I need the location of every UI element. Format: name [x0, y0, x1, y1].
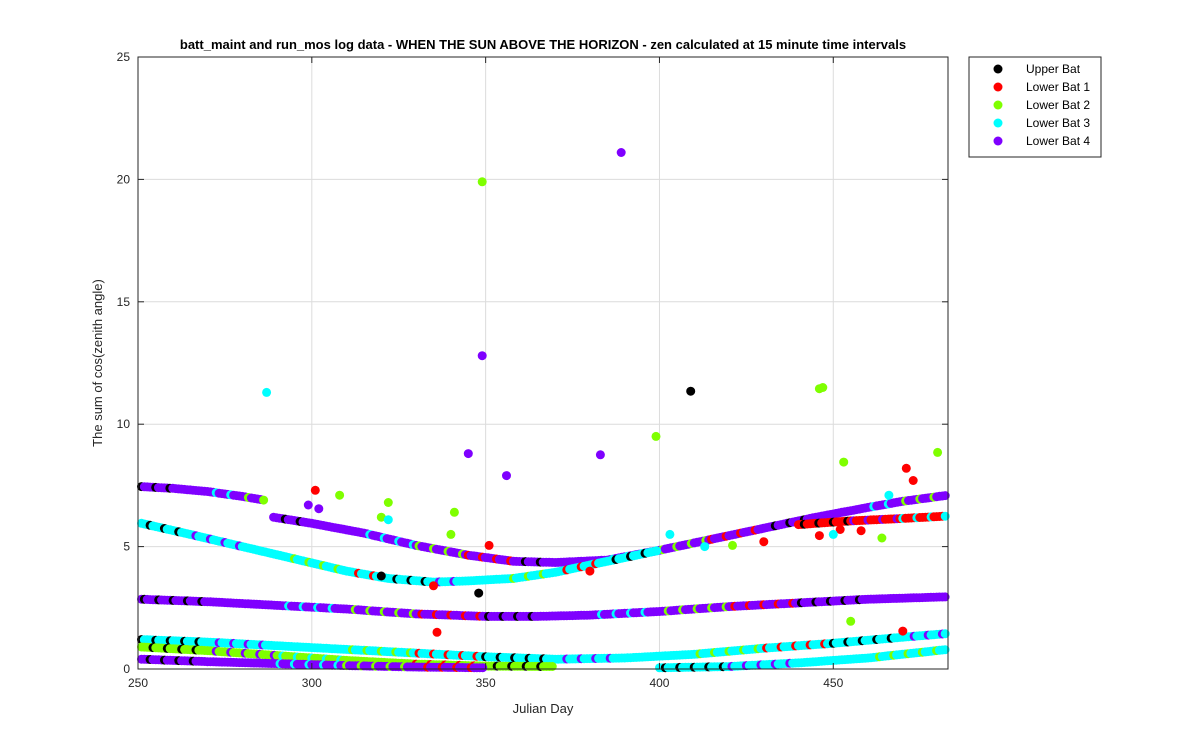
y-tick-label: 0	[123, 662, 130, 676]
chart-title: batt_maint and run_mos log data - WHEN T…	[180, 37, 906, 52]
data-point	[814, 531, 824, 541]
band-marker	[940, 511, 950, 521]
data-point	[700, 542, 710, 552]
y-tick-label: 10	[117, 417, 131, 431]
legend-marker	[993, 118, 1003, 128]
data-point	[477, 351, 487, 361]
legend-entry: Lower Bat 3	[1026, 116, 1090, 130]
data-point	[665, 529, 675, 539]
data-point	[901, 463, 911, 473]
data-point	[449, 507, 459, 517]
band-marker	[940, 491, 950, 501]
y-axis-label: The sum of cos(zenith angle)	[90, 279, 105, 447]
x-axis-label: Julian Day	[513, 701, 574, 716]
legend-marker	[993, 100, 1003, 110]
data-point	[728, 540, 737, 550]
y-tick-label: 25	[117, 50, 131, 64]
data-point	[933, 447, 943, 457]
data-point	[477, 177, 487, 187]
data-point	[429, 581, 438, 591]
legend-entry: Lower Bat 4	[1026, 134, 1090, 148]
band-marker	[652, 546, 662, 556]
legend-entry: Upper Bat	[1026, 62, 1081, 76]
legend-marker	[993, 82, 1003, 92]
y-tick-label: 15	[117, 295, 131, 309]
data-point	[877, 533, 887, 543]
data-point	[616, 148, 626, 157]
axis-ticks: 250 300 350 400 450 0 5 10 15 20 25	[117, 50, 948, 690]
data-point	[898, 626, 908, 636]
data-point	[884, 490, 894, 500]
y-tick-label: 5	[123, 540, 130, 554]
x-tick-label: 400	[649, 676, 669, 690]
band-marker	[940, 645, 950, 655]
legend-marker	[993, 136, 1003, 146]
data-point	[314, 504, 324, 514]
data-point	[484, 540, 494, 550]
data-point	[383, 498, 393, 507]
data-point	[856, 526, 866, 536]
band-marker	[940, 592, 950, 602]
data-point	[446, 529, 456, 539]
data-point	[432, 627, 442, 637]
data-points	[262, 148, 943, 637]
legend-entry: Lower Bat 2	[1026, 98, 1090, 112]
band-marker	[940, 629, 950, 639]
data-point	[818, 383, 828, 392]
band-marker	[478, 663, 488, 673]
x-tick-label: 300	[302, 676, 322, 690]
data-point	[383, 515, 393, 525]
data-point	[502, 471, 511, 481]
data-bands	[137, 482, 950, 673]
legend-marker	[993, 64, 1003, 74]
data-point	[595, 450, 605, 460]
plot-frame	[137, 56, 949, 670]
data-point	[835, 525, 845, 534]
data-point	[585, 566, 595, 576]
legend: Upper Bat Lower Bat 1 Lower Bat 2 Lower Bat…	[968, 56, 1102, 158]
data-point	[908, 476, 918, 485]
data-point	[828, 529, 838, 539]
data-point	[846, 616, 856, 626]
data-point	[759, 537, 769, 547]
data-point	[303, 500, 313, 510]
legend-entry: Lower Bat 1	[1026, 80, 1090, 94]
y-tick-label: 20	[117, 172, 131, 186]
x-tick-label: 250	[128, 676, 148, 690]
data-point	[335, 490, 345, 500]
data-point	[376, 571, 386, 581]
data-point	[651, 431, 661, 441]
x-tick-label: 350	[476, 676, 496, 690]
data-point	[463, 449, 473, 459]
x-tick-label: 450	[823, 676, 843, 690]
data-point	[686, 386, 696, 396]
data-point	[262, 387, 272, 397]
data-point	[376, 512, 386, 522]
data-point	[474, 588, 484, 598]
band-marker	[547, 662, 557, 671]
data-point	[839, 457, 849, 467]
data-point	[310, 485, 320, 495]
band-marker	[259, 495, 269, 505]
legend-box	[968, 56, 1102, 158]
